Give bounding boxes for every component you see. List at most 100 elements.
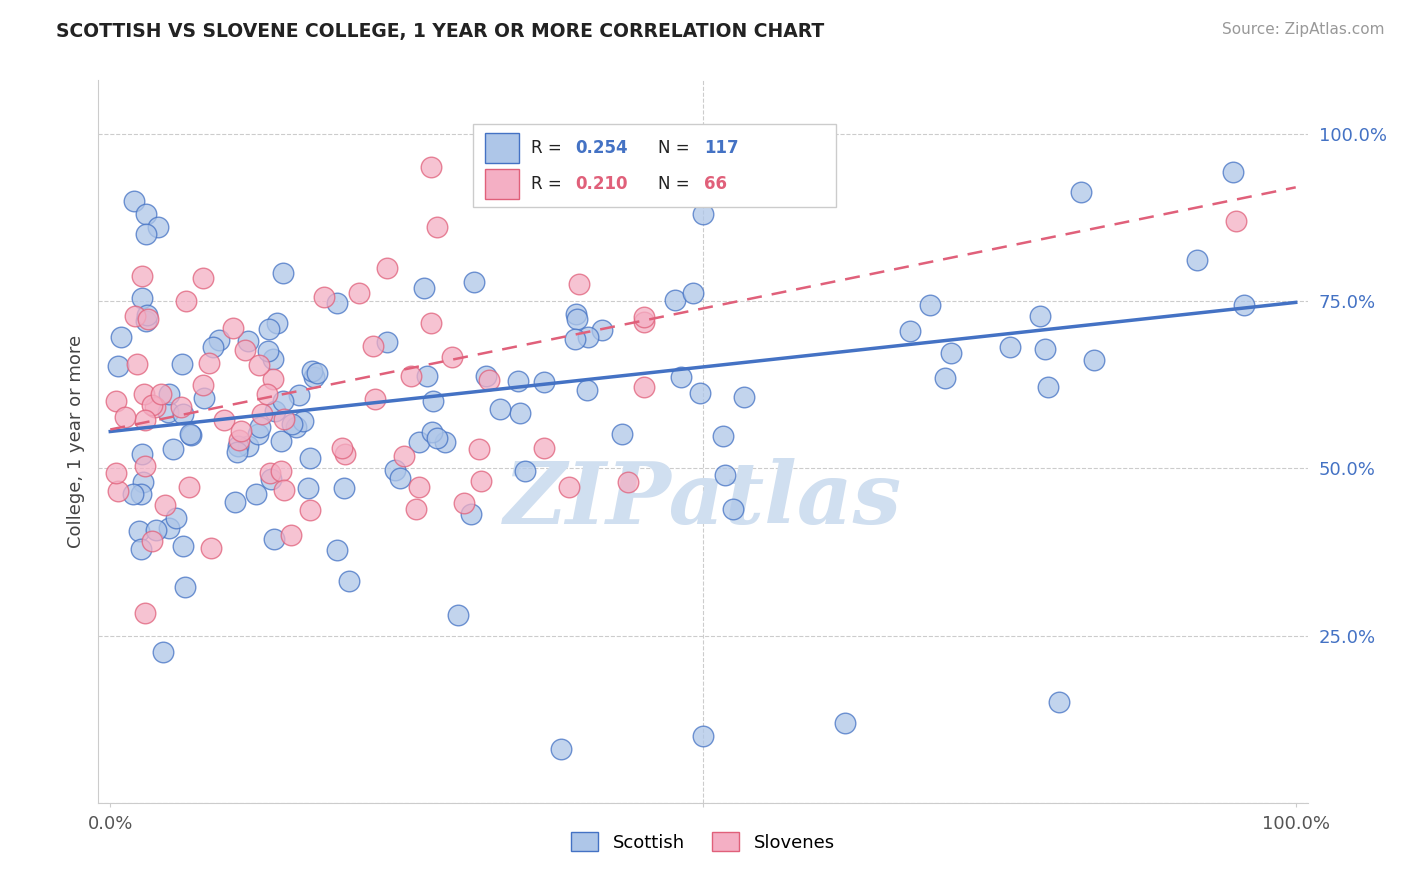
Point — [214, 413, 236, 427]
Point — [259, 466, 281, 480]
Point — [302, 370, 325, 384]
Point — [509, 406, 531, 420]
Point — [333, 447, 356, 461]
Point — [617, 475, 640, 489]
Point — [460, 508, 482, 522]
Point — [408, 435, 430, 450]
Point — [129, 486, 152, 500]
Point — [834, 715, 856, 730]
Point — [1222, 165, 1244, 179]
Point — [170, 400, 193, 414]
Point — [939, 345, 962, 359]
Point — [262, 372, 284, 386]
Point — [633, 316, 655, 330]
Point — [262, 351, 284, 366]
Point — [422, 394, 444, 409]
Point — [110, 330, 132, 344]
Point — [132, 475, 155, 490]
Point — [347, 286, 370, 301]
Point — [143, 401, 166, 415]
Point — [813, 158, 835, 172]
Point — [124, 309, 146, 323]
Point — [305, 366, 328, 380]
Text: N =: N = — [658, 139, 695, 157]
Point — [134, 607, 156, 621]
Point — [152, 645, 174, 659]
Point — [934, 371, 956, 385]
Point — [121, 487, 143, 501]
Point — [202, 340, 225, 354]
Point — [288, 388, 311, 402]
Point — [399, 368, 422, 383]
Point — [721, 501, 744, 516]
Point — [453, 496, 475, 510]
Point — [114, 409, 136, 424]
Point — [470, 475, 492, 489]
Text: Source: ZipAtlas.com: Source: ZipAtlas.com — [1222, 22, 1385, 37]
Text: N =: N = — [658, 176, 695, 194]
Point — [420, 425, 443, 440]
Point — [280, 417, 302, 432]
Point — [136, 308, 159, 322]
Point — [131, 269, 153, 284]
Point — [633, 380, 655, 394]
Point — [256, 387, 278, 401]
Point — [426, 219, 449, 234]
Point — [669, 369, 692, 384]
Point — [105, 466, 128, 480]
Point — [299, 503, 322, 517]
Point — [558, 480, 581, 494]
Point — [271, 266, 294, 280]
Point — [325, 542, 347, 557]
Point — [107, 484, 129, 499]
Point — [478, 373, 501, 387]
Point — [633, 161, 655, 175]
Point — [193, 271, 215, 285]
Point — [165, 510, 187, 524]
Point — [426, 431, 449, 445]
Point — [264, 404, 287, 418]
Point — [226, 439, 249, 453]
Point — [332, 481, 354, 495]
Point — [392, 450, 415, 464]
Point — [135, 227, 157, 242]
Point — [568, 277, 591, 291]
Point — [273, 483, 295, 497]
Point — [1035, 343, 1057, 357]
Point — [157, 521, 180, 535]
Point — [129, 542, 152, 557]
Point — [297, 481, 319, 495]
Point — [420, 316, 443, 330]
Point — [174, 294, 197, 309]
Text: R =: R = — [531, 176, 567, 194]
Point — [633, 310, 655, 325]
Point — [664, 293, 686, 307]
Point — [155, 498, 177, 512]
Point — [132, 387, 155, 401]
Point — [245, 487, 267, 501]
Point — [1000, 340, 1022, 354]
Point — [548, 168, 571, 182]
Point — [1047, 696, 1070, 710]
Point — [224, 494, 246, 508]
Y-axis label: College, 1 year or more: College, 1 year or more — [66, 335, 84, 548]
Point — [134, 412, 156, 426]
Point — [770, 184, 793, 198]
Point — [128, 524, 150, 538]
Point — [131, 291, 153, 305]
Point — [177, 480, 200, 494]
Point — [550, 742, 572, 756]
Point — [325, 295, 347, 310]
Point — [1070, 185, 1092, 199]
Point — [337, 574, 360, 588]
Point — [692, 729, 714, 743]
Point — [405, 502, 427, 516]
Point — [420, 161, 443, 175]
Point — [285, 420, 308, 434]
Point — [122, 194, 145, 208]
Point — [1036, 380, 1059, 394]
Point — [576, 330, 599, 344]
Point — [474, 368, 496, 383]
Point — [565, 307, 588, 321]
Point — [172, 357, 194, 371]
